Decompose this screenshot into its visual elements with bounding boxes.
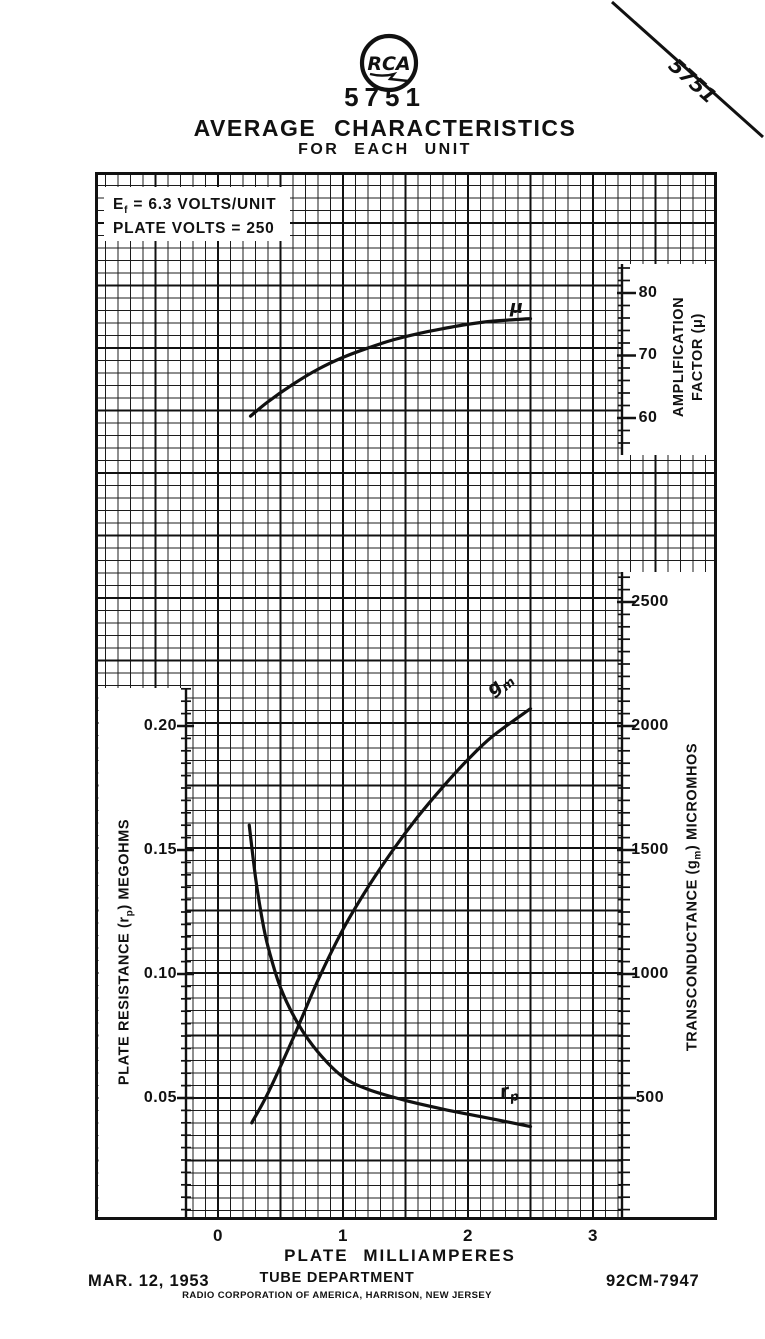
- chart-frame: [95, 172, 717, 1220]
- tube-number: 5751: [344, 82, 426, 112]
- condition-filament: Ef = 6.3 VOLTS/UNIT: [113, 196, 277, 217]
- corner-diagonal-line: [611, 0, 764, 139]
- curves: [247, 317, 533, 1129]
- rp-tick-015: 0.15: [143, 841, 177, 858]
- x-axis-title: PLATE MILLIAMPERES: [284, 1246, 516, 1265]
- footer-drawing-number: 92CM-7947: [606, 1272, 700, 1290]
- x-tick-3: 3: [588, 1226, 598, 1245]
- rca-logo-text: RCA: [367, 53, 410, 75]
- footer-department: TUBE DEPARTMENT: [259, 1270, 415, 1286]
- gm-tick-1500: 1500: [631, 841, 669, 858]
- rp-tick-005: 0.05: [143, 1089, 177, 1106]
- corner-mark: 5751: [611, 0, 764, 139]
- footer-date: MAR. 12, 1953: [88, 1272, 210, 1290]
- mu-axis-panel: [622, 264, 714, 455]
- rca-logo: RCA: [359, 33, 419, 93]
- x-tick-0: 0: [213, 1226, 223, 1245]
- mu-curve-label: μ: [509, 297, 523, 318]
- mu-tick-60: 60: [638, 409, 658, 426]
- x-tick-1: 1: [338, 1226, 348, 1245]
- gm-tick-2500: 2500: [631, 593, 669, 610]
- rp-tick-010: 0.10: [143, 965, 177, 982]
- amplification-factor-curve: [248, 317, 533, 418]
- gm-axis-panel: [622, 572, 714, 1217]
- mu-axis-title: AMPLIFICATION FACTOR (μ): [671, 296, 706, 418]
- footer-organization: RADIO CORPORATION OF AMERICA, HARRISON, …: [182, 1290, 492, 1301]
- rca-logo-circle: [359, 33, 419, 93]
- page-title: AVERAGE CHARACTERISTICS: [193, 115, 577, 141]
- axis-rulers: [177, 264, 636, 1217]
- gm-tick-500: 500: [635, 1089, 665, 1106]
- corner-tube-number: 5751: [664, 53, 721, 108]
- rp-axis-panel: [98, 688, 186, 1217]
- grid-major: [98, 175, 714, 1217]
- rp-axis-title: PLATE RESISTANCE (rp) MEGOHMS: [116, 818, 136, 1086]
- mu-tick-70: 70: [638, 346, 658, 363]
- page-subtitle: FOR EACH UNIT: [298, 141, 472, 158]
- gm-tick-2000: 2000: [631, 717, 669, 734]
- characteristics-chart: μ gm rp: [95, 172, 717, 1220]
- plate-resistance-curve: [247, 823, 533, 1129]
- condition-plate-volts: PLATE VOLTS = 250: [113, 220, 275, 237]
- mu-tick-80: 80: [638, 284, 658, 301]
- gm-tick-1000: 1000: [631, 965, 669, 982]
- rca-logo-underline-icon: [369, 71, 409, 83]
- rp-tick-020: 0.20: [143, 717, 177, 734]
- x-tick-2: 2: [463, 1226, 473, 1245]
- transconductance-curve: [250, 707, 533, 1125]
- conditions-panel: [104, 187, 290, 241]
- gm-axis-title: TRANSCONDUCTANCE (gm) MICROMHOS: [684, 742, 704, 1052]
